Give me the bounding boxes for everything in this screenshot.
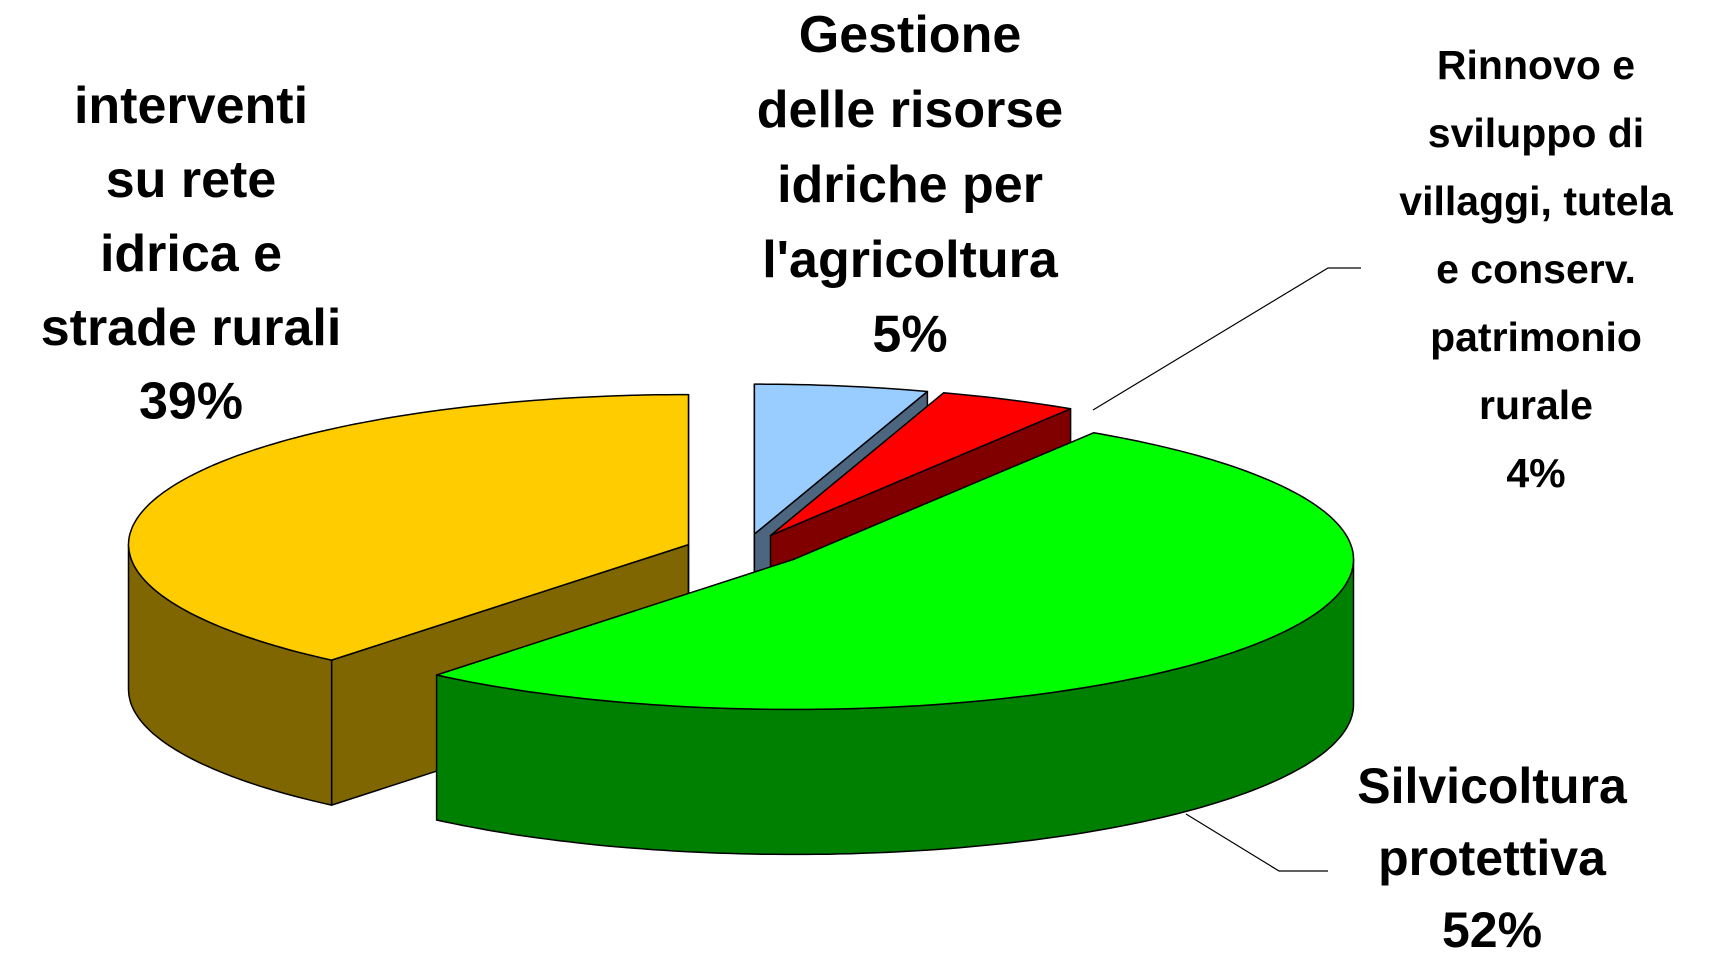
label-line: patrimonio bbox=[1430, 314, 1642, 360]
value-label: 39% bbox=[139, 373, 243, 431]
pie bbox=[127, 383, 1355, 856]
leader-line bbox=[1092, 267, 1361, 411]
value-label: 4% bbox=[1506, 450, 1565, 496]
label-line: su rete bbox=[106, 151, 277, 209]
value-label: 5% bbox=[872, 306, 947, 364]
label-line: Silvicoltura bbox=[1357, 758, 1628, 814]
value-label: 52% bbox=[1442, 902, 1542, 958]
slice-label: interventi su rete idrica e strade rurali bbox=[41, 77, 342, 357]
slice bbox=[769, 392, 1072, 537]
slice-label: Gestione delle risorse idriche per l'agrico… bbox=[757, 6, 1063, 289]
label-line: protettiva bbox=[1378, 830, 1607, 886]
label-line: sviluppo di bbox=[1428, 110, 1644, 156]
slice bbox=[127, 393, 690, 661]
label-line: strade rurali bbox=[41, 299, 342, 357]
label-line: l'agricoltura bbox=[762, 231, 1059, 289]
label-line: Gestione bbox=[799, 6, 1022, 64]
label-line: idriche per bbox=[777, 156, 1043, 214]
slice-label: Rinnovo e sviluppo di villaggi, tutela e co… bbox=[1399, 42, 1674, 428]
label-line: villaggi, tutela bbox=[1399, 178, 1674, 224]
label-line: idrica e bbox=[100, 225, 282, 283]
label-line: e conserv. bbox=[1436, 246, 1636, 292]
slice bbox=[753, 383, 929, 535]
label-line: rurale bbox=[1479, 382, 1593, 428]
slice-label: Silvicoltura protettiva bbox=[1357, 758, 1628, 886]
label-line: Rinnovo e bbox=[1437, 42, 1635, 88]
label-line: delle risorse bbox=[757, 81, 1063, 139]
label-line: interventi bbox=[74, 77, 308, 135]
leader-line bbox=[1185, 813, 1328, 872]
slice bbox=[435, 432, 1355, 711]
